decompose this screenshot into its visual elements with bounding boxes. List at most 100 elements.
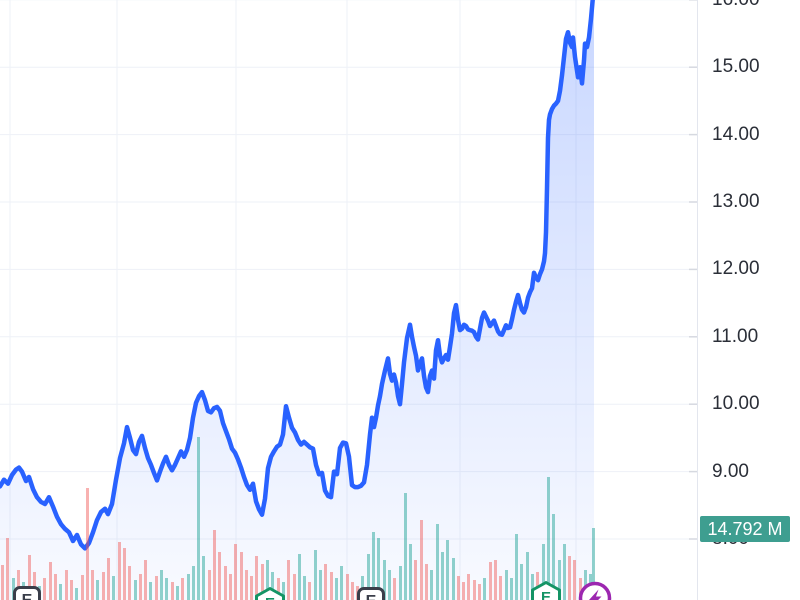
price-axis-label: 14.00 [712, 123, 760, 145]
volume-bar [360, 576, 364, 600]
volume-bar [276, 578, 280, 600]
axis-ticks [689, 0, 697, 540]
volume-bar [445, 540, 449, 600]
volume-bar [37, 586, 41, 600]
volume-bar [323, 564, 327, 600]
volume-bar [196, 437, 200, 600]
volume-bar [466, 574, 470, 600]
volume-bar [398, 566, 402, 600]
volume-bar [233, 544, 237, 600]
volume-bar [21, 582, 25, 600]
volume-bar [148, 582, 152, 600]
volume-bar [376, 538, 380, 600]
volume-value-text: 14.792 M [707, 518, 783, 539]
volume-bar [435, 524, 439, 600]
volume-bar [413, 560, 417, 600]
volume-bar [525, 552, 529, 600]
volume-bar [180, 578, 184, 600]
volume-bar [74, 588, 78, 600]
volume-bar [0, 565, 4, 600]
volume-bar [472, 580, 476, 600]
volume-bar [366, 554, 370, 600]
volume-bar [424, 564, 428, 600]
price-line [0, 0, 595, 551]
volume-bar [281, 582, 285, 600]
volume-bar [371, 532, 375, 600]
volume-bar [451, 558, 455, 600]
volume-bar [514, 534, 518, 600]
volume-bar [578, 578, 582, 600]
volume-bar [355, 586, 359, 600]
volume-bar [498, 576, 502, 600]
volume-bar [551, 514, 555, 600]
volume-bar [164, 578, 168, 600]
volume-bar [159, 570, 163, 600]
price-axis-label: 16.00 [712, 0, 760, 11]
volume-bar [313, 550, 317, 600]
volume-bars [0, 437, 595, 600]
volume-bar [11, 578, 15, 600]
volume-bar [95, 580, 99, 600]
volume-bar [440, 552, 444, 600]
volume-bar [286, 560, 290, 600]
volume-bar [461, 582, 465, 600]
price-axis-label: 10.00 [712, 393, 760, 415]
volume-bar [583, 570, 587, 600]
volume-bar [228, 574, 232, 600]
volume-bar [530, 574, 534, 600]
volume-bar [403, 493, 407, 600]
volume-bar [419, 520, 423, 600]
volume-bar [122, 548, 126, 600]
volume-bar [106, 558, 110, 600]
volume-bar [339, 566, 343, 600]
volume-bar [541, 544, 545, 600]
volume-bar [482, 578, 486, 600]
volume-bar [201, 556, 205, 600]
volume-bar [85, 488, 89, 600]
volume-bar [260, 564, 264, 600]
volume-bar [318, 570, 322, 600]
volume-bar [143, 560, 147, 600]
price-axis[interactable]: 14.792 M 16.00 15.00 14.00 13.00 12.00 11.00 1… [697, 0, 800, 600]
volume-bar [329, 572, 333, 600]
volume-bar [244, 570, 248, 600]
volume-bar [572, 560, 576, 600]
volume-bar [292, 574, 296, 600]
volume-bar [5, 538, 9, 600]
volume-bar [456, 576, 460, 600]
volume-bar [239, 552, 243, 600]
volume-bar [254, 556, 258, 600]
volume-bar [127, 566, 131, 600]
volume-bar [212, 530, 216, 600]
volume-bar [117, 542, 121, 600]
price-axis-label: 12.00 [712, 258, 760, 280]
price-axis-label: 9.00 [712, 460, 749, 482]
volume-bar [90, 570, 94, 600]
volume-bar [16, 570, 20, 600]
volume-bar [154, 576, 158, 600]
volume-bar [69, 580, 73, 600]
volume-bar [217, 552, 221, 600]
volume-bar [27, 555, 31, 600]
volume-bar [186, 574, 190, 600]
volume-bar [58, 584, 62, 600]
volume-bar [382, 560, 386, 600]
volume-bar [48, 562, 52, 600]
volume-bar [302, 576, 306, 600]
volume-bar [504, 570, 508, 600]
volume-bar [32, 572, 36, 600]
volume-bar [387, 570, 391, 600]
volume-bar [488, 562, 492, 600]
volume-value-badge: 14.792 M [700, 516, 790, 542]
volume-bar [477, 584, 481, 600]
price-axis-label: 15.00 [712, 56, 760, 78]
volume-bar [101, 572, 105, 600]
volume-bar [191, 566, 195, 600]
volume-bar [392, 578, 396, 600]
volume-bar [207, 570, 211, 600]
volume-bar [567, 556, 571, 600]
volume-bar [408, 544, 412, 600]
volume-bar [591, 528, 595, 600]
